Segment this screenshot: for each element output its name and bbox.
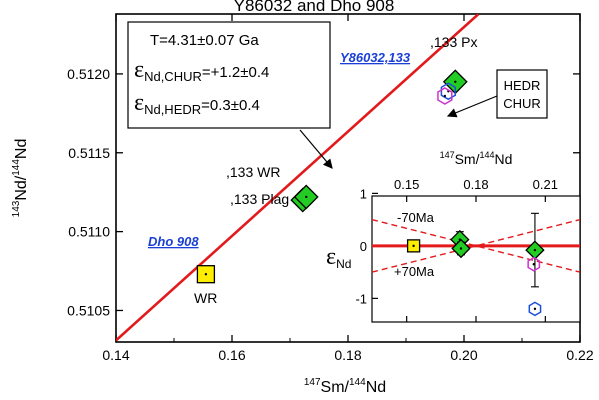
inset-point-chur: [527, 256, 541, 272]
inset-y-tick-label: 0: [360, 239, 367, 254]
chart-title-fragment: Y86032 and Dho 908: [234, 0, 395, 15]
inset-marker-diamond-center-dot: [459, 247, 463, 250]
age-text: T=4.31±0.07 Ga: [150, 32, 259, 49]
inset-marker-hexagon-center-dot: [532, 263, 535, 266]
hedr-chur-box: [496, 69, 548, 119]
y-tick-label: 0.5105: [67, 302, 110, 318]
x-tick-label: 0.22: [566, 347, 593, 363]
hedr-label: HEDR: [504, 78, 541, 93]
annotation-arrow: [299, 129, 333, 169]
inset-plot-frame: [371, 195, 581, 323]
chur-label: CHUR: [503, 96, 541, 111]
inset-y-label: εNd: [326, 244, 351, 271]
marker-hexagon: [437, 87, 453, 105]
dho908-label: Dho 908: [148, 234, 199, 249]
point-chur: [437, 87, 453, 105]
inset-x-tick-label: 0.15: [394, 177, 419, 192]
svg-text:147Sm/144Nd: 147Sm/144Nd: [304, 377, 386, 396]
y-tick-label: 0.5115: [68, 145, 110, 161]
x-tick-label: 0.16: [218, 347, 245, 363]
svg-text:εNd: εNd: [326, 244, 351, 271]
marker-diamond-center-dot: [305, 195, 308, 199]
wr133-label: ,133 WR: [226, 164, 280, 180]
marker-diamond-center-dot: [454, 80, 457, 84]
main-ticks: [115, 14, 581, 342]
isochron-line: [116, 14, 480, 342]
epsilon-chur-text: εNd,CHUR=+1.2±0.4: [134, 57, 269, 84]
marker-square-center-dot: [204, 272, 208, 276]
age-annotation-box: [127, 21, 331, 129]
inset-point-hedr: [528, 301, 542, 317]
dho-wr-label: WR: [194, 290, 217, 306]
marker-hexagon-center-dot: [443, 94, 447, 98]
inset-marker-hexagon: [527, 256, 541, 272]
inset-dashed-line: [372, 218, 580, 273]
main-tick-labels: 0.14 0.16 0.18 0.20 0.22 0.5105 0.5110 0.5115 0.…: [67, 66, 594, 363]
inset-marker-hexagon-center-dot: [533, 307, 537, 311]
inset-tick-labels: 0.15 0.18 0.21 -1 0 1: [355, 177, 558, 306]
inset-marker-square-center-dot: [412, 244, 415, 248]
inset-x-tick-label: 0.21: [533, 177, 558, 192]
inset-y-tick-label: -1: [355, 291, 367, 306]
inset-dashed-line: [372, 218, 580, 273]
x-tick-label: 0.14: [102, 347, 129, 363]
inset-point-dho-908-wr: [406, 239, 421, 253]
x-tick-label: 0.18: [334, 347, 361, 363]
inset-y-tick-label: 1: [360, 186, 367, 201]
svg-text:147Sm/144Nd: 147Sm/144Nd: [440, 150, 513, 167]
plus70-label: +70Ma: [394, 264, 435, 279]
inset-title: 147Sm/144Nd: [440, 150, 513, 167]
y-axis-label: 143Nd/144Nd: [11, 139, 30, 218]
inset-lines: [372, 218, 580, 273]
px-label: ,133 Px: [430, 34, 477, 50]
inset-x-tick-label: 0.18: [463, 177, 488, 192]
marker-hexagon: [440, 82, 457, 101]
main-points: [196, 69, 468, 284]
hedr-chur-arrow: [446, 95, 498, 118]
y-tick-label: 0.5110: [68, 224, 110, 240]
inset-points: [406, 212, 545, 317]
x-axis-title: 147Sm/144Nd: [304, 377, 386, 396]
minus70-label: -70Ma: [397, 210, 435, 225]
inset-point-133-plag: [451, 238, 471, 259]
point-133-wr: [293, 184, 319, 210]
inset-marker-hexagon: [528, 301, 542, 317]
x-tick-label: 0.20: [450, 347, 477, 363]
plag-label: ,133 Plag: [230, 191, 289, 207]
svg-text:143Nd/144Nd: 143Nd/144Nd: [11, 139, 30, 218]
inset-marker-diamond-center-dot: [533, 248, 537, 252]
y-tick-label: 0.5120: [67, 66, 110, 82]
y86032-label: Y86032,133: [340, 50, 411, 65]
point-dho-908-wr: [196, 265, 216, 284]
epsilon-hedr-text: εNd,HEDR=0.3±0.4: [134, 90, 260, 117]
